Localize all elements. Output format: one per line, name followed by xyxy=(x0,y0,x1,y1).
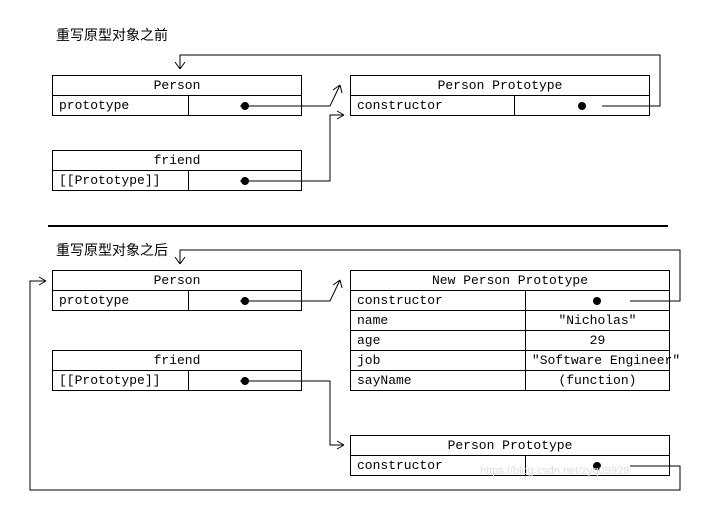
before-friend-box: friend[[Prototype]] xyxy=(52,150,302,191)
after-newproto-box-row: sayName(function) xyxy=(351,371,669,390)
pointer-dot xyxy=(241,377,249,385)
before-person-box: Personprototype xyxy=(52,75,302,116)
after-newproto-box: New Person Prototypeconstructorname"Nich… xyxy=(350,270,670,391)
after-person-box-title: Person xyxy=(53,271,301,291)
cell-key: name xyxy=(351,311,526,330)
cell-key: constructor xyxy=(351,96,515,115)
pointer-dot xyxy=(241,102,249,110)
cell-val: "Software Engineer" xyxy=(526,351,686,370)
after-friend-box-row: [[Prototype]] xyxy=(53,371,301,390)
cell-val xyxy=(189,171,301,190)
title-before: 重写原型对象之前 xyxy=(56,25,168,45)
cell-val xyxy=(189,96,301,115)
pointer-dot xyxy=(241,177,249,185)
cell-key: [[Prototype]] xyxy=(53,171,189,190)
cell-key: job xyxy=(351,351,526,370)
arrow-path xyxy=(240,381,344,449)
cell-val: "Nicholas" xyxy=(526,311,669,330)
title-after: 重写原型对象之后 xyxy=(56,240,168,260)
before-friend-box-row: [[Prototype]] xyxy=(53,171,301,190)
watermark: https://blog.csdn.net/zyq05929 xyxy=(480,465,629,477)
before-proto-box-title: Person Prototype xyxy=(351,76,649,96)
cell-key: age xyxy=(351,331,526,350)
after-person-box-row: prototype xyxy=(53,291,301,310)
cell-key: prototype xyxy=(53,291,189,310)
before-friend-box-title: friend xyxy=(53,151,301,171)
before-proto-box: Person Prototypeconstructor xyxy=(350,75,650,116)
pointer-dot xyxy=(593,297,601,305)
after-oldproto-box-title: Person Prototype xyxy=(351,436,669,456)
before-person-box-title: Person xyxy=(53,76,301,96)
after-person-box: Personprototype xyxy=(52,270,302,311)
after-newproto-box-row: age29 xyxy=(351,331,669,351)
pointer-dot xyxy=(578,102,586,110)
divider xyxy=(48,225,668,227)
after-newproto-box-row: constructor xyxy=(351,291,669,311)
cell-key: [[Prototype]] xyxy=(53,371,189,390)
after-friend-box: friend[[Prototype]] xyxy=(52,350,302,391)
after-newproto-box-title: New Person Prototype xyxy=(351,271,669,291)
after-newproto-box-row: name"Nicholas" xyxy=(351,311,669,331)
cell-val: (function) xyxy=(526,371,669,390)
cell-key: sayName xyxy=(351,371,526,390)
cell-val xyxy=(515,96,649,115)
cell-key: prototype xyxy=(53,96,189,115)
cell-key: constructor xyxy=(351,291,526,310)
after-friend-box-title: friend xyxy=(53,351,301,371)
after-newproto-box-row: job"Software Engineer" xyxy=(351,351,669,371)
pointer-dot xyxy=(241,297,249,305)
cell-val xyxy=(189,291,301,310)
cell-val xyxy=(189,371,301,390)
before-proto-box-row: constructor xyxy=(351,96,649,115)
before-person-box-row: prototype xyxy=(53,96,301,115)
diagram-canvas: 重写原型对象之前 重写原型对象之后 PersonprototypePerson … xyxy=(0,0,714,505)
cell-val xyxy=(526,291,669,310)
cell-val: 29 xyxy=(526,331,669,350)
